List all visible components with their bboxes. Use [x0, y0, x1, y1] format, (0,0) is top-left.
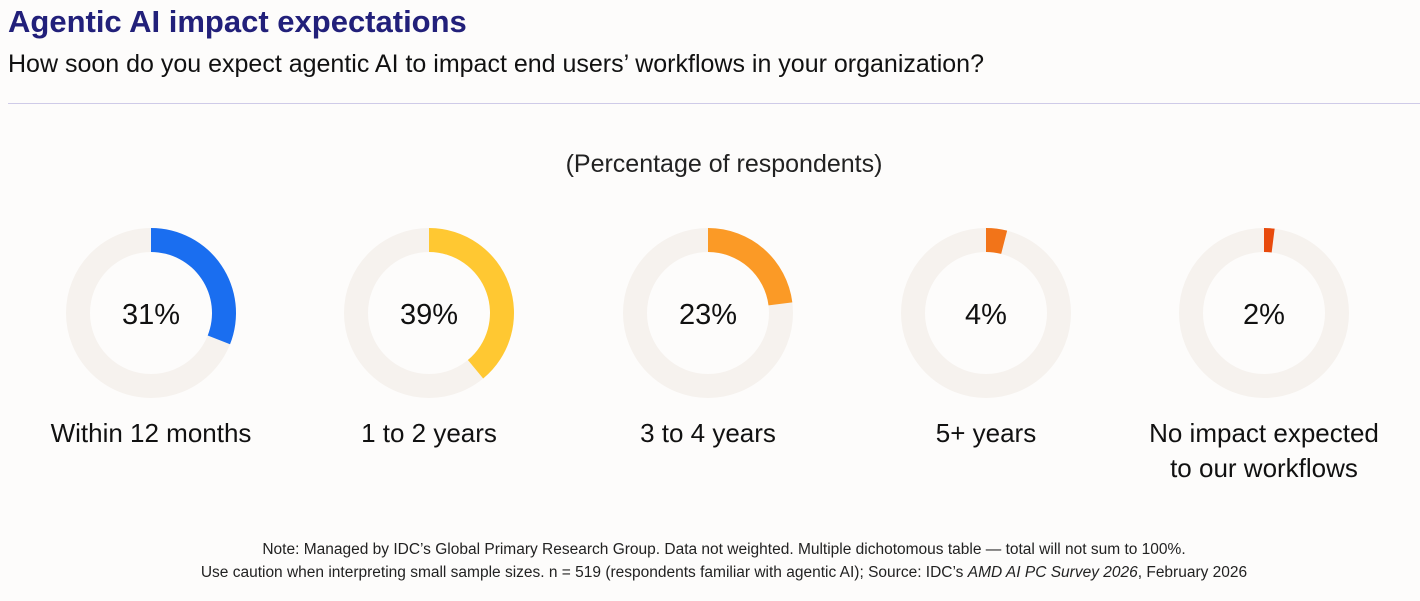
footnote-line-2-suffix: , February 2026 — [1137, 564, 1248, 581]
category-label: No impact expected — [1149, 418, 1379, 448]
divider — [8, 103, 1420, 104]
donut-2: 39% 1 to 2 years — [344, 228, 515, 448]
donut-arc — [708, 228, 793, 306]
donut-3: 23% 3 to 4 years — [623, 228, 793, 448]
survey-name: AMD AI PC Survey 2026 — [967, 564, 1138, 581]
footnote-line-2: Use caution when interpreting small samp… — [0, 561, 1420, 584]
donut-1: 31% Within 12 months — [51, 228, 252, 448]
category-label: Within 12 months — [51, 418, 252, 448]
donut-5: 2% No impact expected to our workflows — [1149, 228, 1379, 483]
page-subtitle: How soon do you expect agentic AI to imp… — [8, 50, 984, 78]
chart-subtitle: (Percentage of respondents) — [565, 150, 883, 178]
value-label: 23% — [679, 299, 737, 331]
value-label: 4% — [965, 299, 1007, 331]
category-label: 1 to 2 years — [361, 418, 497, 448]
donut-arc — [1264, 228, 1275, 253]
value-label: 2% — [1243, 299, 1285, 331]
value-label: 39% — [400, 299, 458, 331]
donut-arc — [986, 228, 1008, 254]
page-title: Agentic AI impact expectations — [8, 4, 467, 39]
footnote-line-1: Note: Managed by IDC’s Global Primary Re… — [262, 541, 1186, 558]
category-label: 5+ years — [936, 418, 1036, 448]
footnote: Note: Managed by IDC’s Global Primary Re… — [0, 538, 1420, 584]
category-label: 3 to 4 years — [640, 418, 776, 448]
footnote-line-2-prefix: Use caution when interpreting small samp… — [200, 564, 968, 581]
donut-arc — [429, 228, 515, 379]
category-label: to our workflows — [1170, 453, 1358, 483]
donut-arc — [151, 228, 237, 345]
donut-4: 4% 5+ years — [901, 228, 1071, 448]
value-label: 31% — [122, 299, 180, 331]
